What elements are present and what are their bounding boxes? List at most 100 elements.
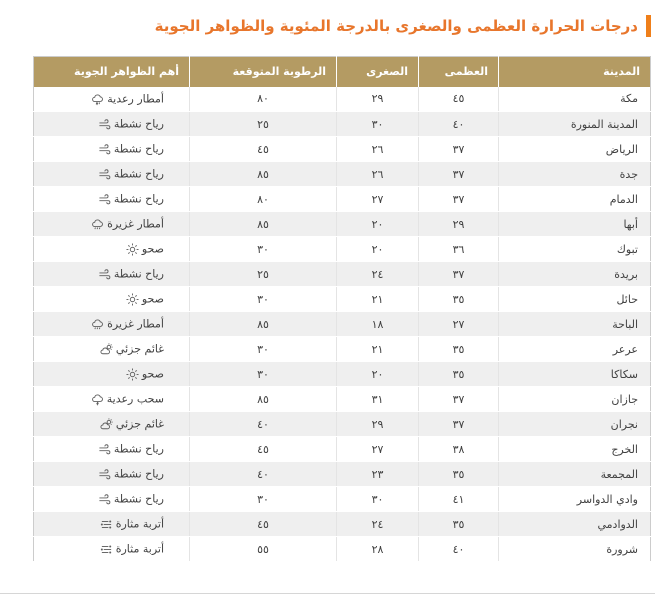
title-accent-bar — [646, 15, 651, 37]
weather-label: أتربة مثارة — [115, 517, 164, 531]
min-temp-cell: ٢٧ — [336, 186, 419, 212]
sun-icon — [126, 293, 139, 306]
humidity-cell: ٣٠ — [189, 236, 337, 262]
min-temp-cell: ٣٠ — [336, 111, 419, 137]
weather-label: رياح نشطة — [113, 492, 164, 506]
weather-label: غائم جزئي — [115, 417, 164, 431]
table-row: شرورة ٤٠ ٢٨ ٥٥ أتربة مثارة — [33, 536, 651, 562]
dust-icon — [100, 543, 113, 556]
weather-label: رياح نشطة — [113, 117, 164, 131]
weather-cell: أمطار غزيرة — [33, 311, 190, 337]
weather-label: رياح نشطة — [113, 192, 164, 206]
weather-cell: رياح نشطة — [33, 136, 190, 162]
weather-cell: غائم جزئي — [33, 411, 190, 437]
table-row: الخرج ٣٨ ٢٧ ٤٥ رياح نشطة — [33, 436, 651, 462]
humidity-cell: ٣٠ — [189, 361, 337, 387]
humidity-cell: ٨٥ — [189, 311, 337, 337]
partly-cloudy-icon — [100, 418, 113, 431]
city-cell: نجران — [498, 411, 651, 437]
max-temp-cell: ٤٠ — [418, 111, 499, 137]
min-temp-cell: ٢٤ — [336, 261, 419, 287]
weather-label: رياح نشطة — [113, 142, 164, 156]
heavy-rain-icon — [91, 218, 104, 231]
weather-cell: رياح نشطة — [33, 461, 190, 487]
weather-cell: صحو — [33, 236, 190, 262]
humidity-cell: ٤٥ — [189, 136, 337, 162]
weather-cell: أمطار غزيرة — [33, 211, 190, 237]
weather-label: أمطار رعدية — [107, 92, 164, 106]
humidity-cell: ٤٠ — [189, 461, 337, 487]
table-row: جازان ٣٧ ٣١ ٨٥ سحب رعدية — [33, 386, 651, 412]
table-row: نجران ٣٧ ٢٩ ٤٠ غائم جزئي — [33, 411, 651, 437]
table-row: المدينة المنورة ٤٠ ٣٠ ٢٥ رياح نشطة — [33, 111, 651, 137]
city-cell: الدوادمي — [498, 511, 651, 537]
weather-label: رياح نشطة — [113, 467, 164, 481]
weather-label: صحو — [141, 242, 164, 256]
min-temp-cell: ١٨ — [336, 311, 419, 337]
table-row: جدة ٣٧ ٢٦ ٨٥ رياح نشطة — [33, 161, 651, 187]
column-header-max-temp: العظمى — [418, 56, 499, 87]
wind-icon — [98, 468, 111, 481]
max-temp-cell: ٣٧ — [418, 186, 499, 212]
humidity-cell: ٤٥ — [189, 436, 337, 462]
wind-icon — [98, 193, 111, 206]
min-temp-cell: ٢٠ — [336, 211, 419, 237]
max-temp-cell: ٣٧ — [418, 386, 499, 412]
humidity-cell: ٤٥ — [189, 511, 337, 537]
weather-cell: صحو — [33, 286, 190, 312]
weather-cell: رياح نشطة — [33, 436, 190, 462]
table-row: تبوك ٣٦ ٢٠ ٣٠ صحو — [33, 236, 651, 262]
max-temp-cell: ٤١ — [418, 486, 499, 512]
table-row: المجمعة ٣٥ ٢٣ ٤٠ رياح نشطة — [33, 461, 651, 487]
weather-cell: سحب رعدية — [33, 386, 190, 412]
max-temp-cell: ٣٥ — [418, 336, 499, 362]
column-header-humidity: الرطوبة المتوقعة — [189, 56, 337, 87]
city-cell: الرياض — [498, 136, 651, 162]
weather-cell: رياح نشطة — [33, 486, 190, 512]
weather-cell: رياح نشطة — [33, 161, 190, 187]
table-row: الدمام ٣٧ ٢٧ ٨٠ رياح نشطة — [33, 186, 651, 212]
max-temp-cell: ٤٠ — [418, 536, 499, 562]
city-cell: جازان — [498, 386, 651, 412]
city-cell: بريدة — [498, 261, 651, 287]
max-temp-cell: ٣٨ — [418, 436, 499, 462]
wind-icon — [98, 118, 111, 131]
wind-icon — [98, 143, 111, 156]
weather-label: أتربة مثارة — [115, 542, 164, 556]
sun-icon — [126, 243, 139, 256]
table-row: سكاكا ٣٥ ٢٠ ٣٠ صحو — [33, 361, 651, 387]
city-cell: سكاكا — [498, 361, 651, 387]
min-temp-cell: ٢٤ — [336, 511, 419, 537]
weather-cell: أمطار رعدية — [33, 86, 190, 112]
humidity-cell: ٨٥ — [189, 161, 337, 187]
weather-label: صحو — [141, 292, 164, 306]
thunder-rain-icon — [91, 93, 104, 106]
humidity-cell: ٥٥ — [189, 536, 337, 562]
city-cell: المدينة المنورة — [498, 111, 651, 137]
weather-label: أمطار غزيرة — [107, 317, 164, 331]
city-cell: أبها — [498, 211, 651, 237]
city-cell: الدمام — [498, 186, 651, 212]
weather-cell: رياح نشطة — [33, 261, 190, 287]
wind-icon — [98, 443, 111, 456]
humidity-cell: ٨٠ — [189, 86, 337, 112]
table-header-row: المدينة العظمى الصغرى الرطوبة المتوقعة أ… — [33, 56, 651, 87]
max-temp-cell: ٣٧ — [418, 411, 499, 437]
city-cell: المجمعة — [498, 461, 651, 487]
table-row: أبها ٢٩ ٢٠ ٨٥ أمطار غزيرة — [33, 211, 651, 237]
weather-label: رياح نشطة — [113, 442, 164, 456]
min-temp-cell: ٢٣ — [336, 461, 419, 487]
max-temp-cell: ٣٥ — [418, 286, 499, 312]
humidity-cell: ٢٥ — [189, 261, 337, 287]
max-temp-cell: ٣٥ — [418, 461, 499, 487]
weather-label: غائم جزئي — [115, 342, 164, 356]
min-temp-cell: ٢٨ — [336, 536, 419, 562]
weather-cell: رياح نشطة — [33, 186, 190, 212]
max-temp-cell: ٣٧ — [418, 136, 499, 162]
max-temp-cell: ٤٥ — [418, 86, 499, 112]
table-row: حائل ٣٥ ٢١ ٣٠ صحو — [33, 286, 651, 312]
heavy-rain-icon — [91, 318, 104, 331]
page-title: درجات الحرارة العظمى والصغرى بالدرجة الم… — [154, 17, 638, 35]
weather-cell: أتربة مثارة — [33, 536, 190, 562]
min-temp-cell: ٢١ — [336, 336, 419, 362]
